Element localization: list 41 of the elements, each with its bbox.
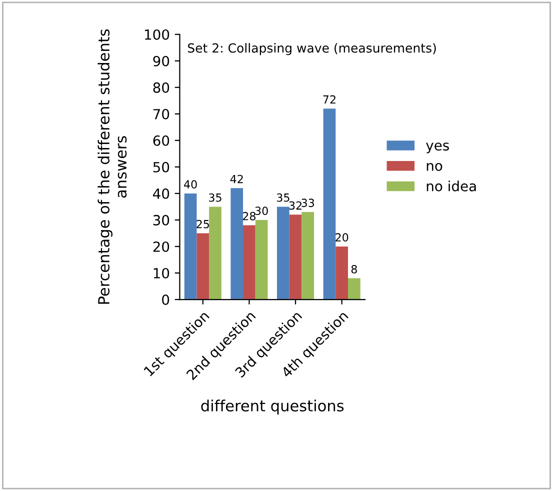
y-tick-label: 40 [153,188,170,199]
bar [302,212,314,300]
bar [276,206,290,300]
y-tick-label: 0 [162,294,170,305]
bar [196,233,210,300]
data-label: 28 [242,212,256,220]
y-tick-label: 60 [153,135,170,146]
legend-label: yes [426,142,449,154]
data-label: 35 [209,193,222,202]
y-tick-label: 30 [153,214,170,226]
text: Set 2: Collapsing wave (measurements) [188,43,436,56]
data-label: 35 [276,193,290,202]
y-tick-label: 70 [153,108,170,120]
data-label: 42 [230,174,243,184]
y-tick-label: 90 [153,56,170,66]
bar [255,220,268,300]
bar [323,108,336,300]
bar [289,214,302,300]
bar [184,193,197,300]
data-label: 8 [351,264,357,274]
data-label: 72 [323,95,336,104]
data-label: 30 [255,206,268,216]
data-label: 25 [196,220,209,228]
data-label: 40 [184,180,197,189]
bar [230,188,244,300]
y-axis-title: Percentage of the different students answers [98,29,127,304]
data-label: 33 [302,198,314,208]
bar [209,206,222,300]
y-tick-label: 80 [153,82,170,93]
legend-label: no idea [426,180,476,192]
y-tick-label: 10 [154,268,170,278]
y-tick-label: 20 [153,241,170,252]
y-tick-label: 100 [145,29,170,40]
x-axis-title: different questions [201,400,344,414]
bar [348,278,360,300]
data-label: 20 [336,233,348,242]
y-tick-label: 50 [153,162,170,172]
legend-label: no [426,162,442,171]
data-label: 32 [289,201,302,210]
bar [336,246,348,300]
bar [243,225,256,300]
